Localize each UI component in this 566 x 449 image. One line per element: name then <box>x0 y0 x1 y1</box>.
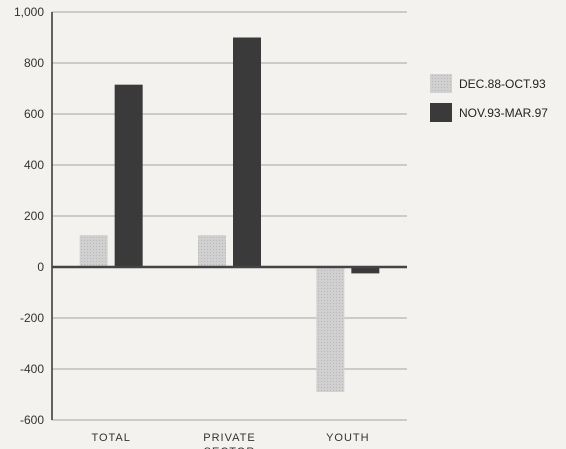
x-category-label: PRIVATE <box>203 432 255 444</box>
bar-dec88-oct93 <box>316 267 345 392</box>
x-category-label: TOTAL <box>91 432 130 444</box>
y-tick-label: 0 <box>37 260 44 274</box>
bar-dec88-oct93 <box>79 235 108 267</box>
bars <box>79 37 380 392</box>
y-tick-label: 600 <box>24 107 44 121</box>
legend-label: NOV.93-MAR.97 <box>459 106 548 120</box>
y-axis: 1,000 800 600 400 200 0 -200 -400 -600 <box>14 5 53 427</box>
bar-nov93-mar97 <box>233 37 261 267</box>
legend-label: DEC.88-OCT.93 <box>459 77 546 91</box>
y-tick-label: 400 <box>24 158 44 172</box>
bar-dec88-oct93 <box>198 235 226 267</box>
y-tick-label: -400 <box>20 362 44 376</box>
y-tick-label: -200 <box>20 311 44 325</box>
grid-lines <box>52 11 407 421</box>
x-axis-labels: TOTAL PRIVATE SECTOR YOUTH <box>91 432 370 449</box>
bar-nov93-mar97 <box>114 84 143 267</box>
y-tick-label: -600 <box>20 413 44 427</box>
bar-nov93-mar97 <box>351 267 380 274</box>
y-tick-label: 200 <box>24 209 44 223</box>
legend: DEC.88-OCT.93 NOV.93-MAR.97 <box>430 74 548 122</box>
y-tick-label: 800 <box>24 56 44 70</box>
legend-swatch <box>430 74 452 93</box>
x-category-label: SECTOR <box>204 446 256 449</box>
legend-swatch <box>430 103 452 122</box>
y-tick-label: 1,000 <box>14 5 44 19</box>
x-category-label: YOUTH <box>326 432 370 444</box>
